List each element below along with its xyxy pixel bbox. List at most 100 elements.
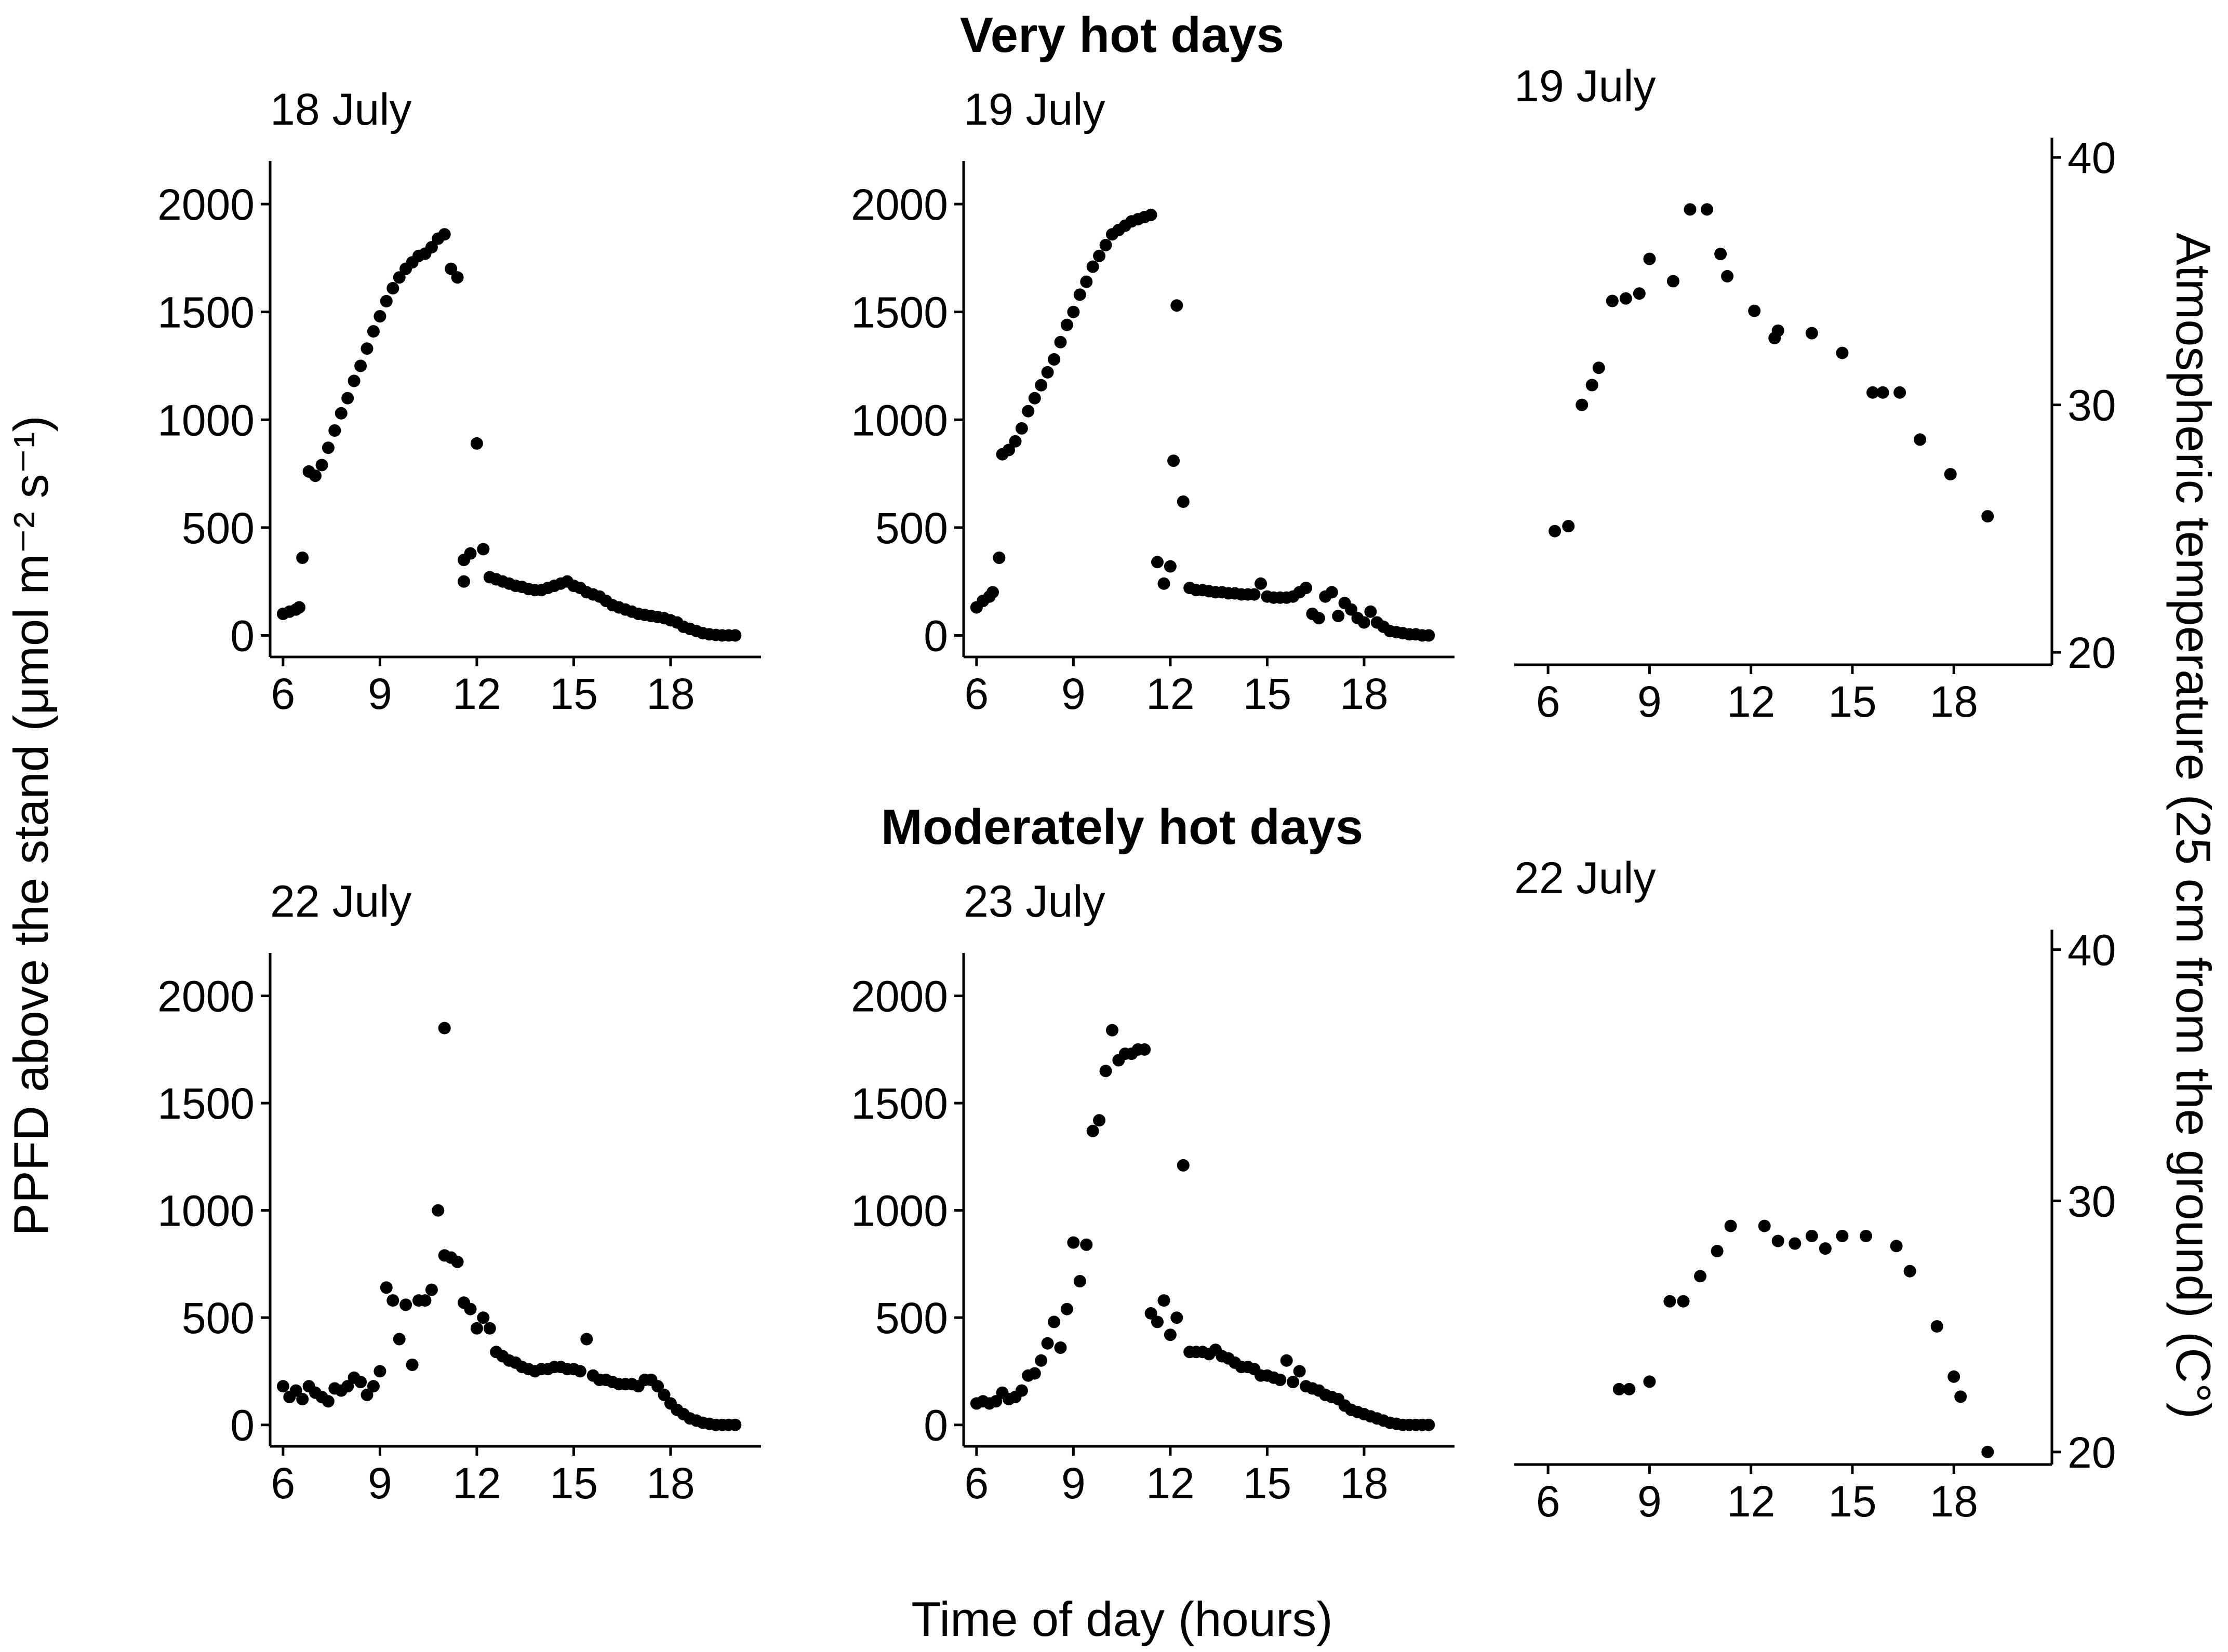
- panel-3: 19 July 6 9 12 15 18 20 30 40: [1514, 61, 2116, 726]
- data-point: [1876, 386, 1889, 399]
- data-point: [1157, 1294, 1170, 1307]
- data-point: [309, 469, 322, 482]
- x-tick-label: 18: [1340, 669, 1388, 718]
- data-point: [1099, 1065, 1112, 1078]
- data-point: [1721, 270, 1734, 283]
- data-point: [328, 424, 341, 437]
- y-tick-label: 500: [875, 1294, 948, 1342]
- data-point: [341, 1380, 354, 1393]
- data-point: [1364, 605, 1377, 618]
- x-tick-label: 6: [965, 669, 989, 718]
- data-point: [1028, 1367, 1041, 1380]
- data-point: [1422, 629, 1435, 642]
- x-tick-label: 6: [1536, 677, 1560, 726]
- data-point: [354, 1376, 367, 1389]
- x-tick-label: 9: [1061, 669, 1086, 718]
- panel-5: 23 July 6 9 12 15 18 0 500 1000 1500 2000: [851, 877, 1455, 1508]
- data-point: [296, 1393, 309, 1406]
- data-point: [1325, 586, 1338, 599]
- data-point: [296, 552, 309, 564]
- x-tick-label: 12: [452, 669, 501, 718]
- panel-title: 23 July: [964, 877, 1105, 926]
- data-point: [438, 1022, 451, 1035]
- data-point: [1170, 299, 1183, 312]
- y-tick-label: 1000: [157, 1187, 255, 1235]
- y-tick-label: 1000: [851, 396, 948, 445]
- data-point: [1144, 208, 1157, 221]
- data-point: [406, 1359, 419, 1371]
- data-point: [1157, 577, 1170, 590]
- data-point: [1585, 379, 1598, 392]
- data-point: [1677, 1295, 1690, 1308]
- x-tick-label: 18: [646, 1459, 695, 1508]
- x-tick-label: 9: [1637, 1477, 1662, 1526]
- data-point: [289, 1384, 302, 1397]
- data-point: [1981, 1445, 1994, 1458]
- panel-4: 22 July 6 9 12 15 18 0 500 1000 1500 2000: [157, 877, 761, 1508]
- x-tick-label: 12: [1727, 677, 1775, 726]
- y-tick-label: 1000: [851, 1187, 948, 1235]
- data-point: [1619, 292, 1632, 305]
- data-point: [1274, 1374, 1287, 1386]
- y-tick-label: 30: [2067, 381, 2116, 430]
- data-point: [1009, 435, 1022, 448]
- data-point: [1015, 422, 1028, 435]
- y-tick-label: 1500: [851, 288, 948, 337]
- y-tick-label: 2000: [851, 180, 948, 229]
- data-point: [451, 1255, 464, 1268]
- y-tick-label: 40: [2067, 926, 2116, 975]
- y-tick-label: 2000: [157, 180, 255, 229]
- data-point: [276, 1380, 289, 1393]
- data-point: [1287, 1376, 1300, 1389]
- data-point: [1048, 353, 1061, 366]
- data-point: [361, 342, 373, 355]
- data-point: [1312, 612, 1325, 625]
- data-point: [399, 1298, 412, 1311]
- data-point: [658, 1388, 671, 1401]
- data-point: [1771, 1234, 1784, 1247]
- data-point: [367, 325, 380, 338]
- data-point: [1035, 1354, 1048, 1367]
- data-point: [341, 392, 354, 405]
- x-tick-label: 18: [1930, 1477, 1978, 1526]
- y-tick-label: 40: [2067, 133, 2116, 182]
- data-point: [322, 441, 335, 454]
- data-point: [1028, 392, 1041, 405]
- data-point: [1255, 577, 1267, 590]
- data-point: [1866, 386, 1879, 399]
- data-point: [470, 437, 483, 450]
- data-point: [1930, 1320, 1943, 1333]
- data-point: [651, 1380, 664, 1393]
- data-point: [1819, 1242, 1832, 1255]
- data-point: [1748, 304, 1761, 317]
- panel-title: 22 July: [1514, 853, 1656, 903]
- x-tick-label: 6: [271, 1459, 296, 1508]
- data-point: [1293, 1365, 1306, 1378]
- x-tick-label: 9: [1061, 1459, 1086, 1508]
- data-point: [1663, 1295, 1676, 1308]
- x-tick-label: 6: [965, 1459, 989, 1508]
- data-point: [1893, 386, 1906, 399]
- data-point: [322, 1395, 335, 1408]
- data-point: [483, 1322, 496, 1335]
- data-point: [1280, 1354, 1293, 1367]
- data-point: [1606, 294, 1619, 307]
- data-point: [1177, 495, 1190, 508]
- x-tick-label: 9: [1637, 677, 1662, 726]
- x-tick-label: 15: [1243, 669, 1291, 718]
- data-point: [1067, 1236, 1080, 1249]
- data-point: [1576, 398, 1589, 411]
- x-axis-label: Time of day (hours): [911, 1592, 1332, 1646]
- data-point: [432, 1204, 445, 1217]
- y-tick-label: 1000: [157, 396, 255, 445]
- data-point: [1332, 610, 1345, 623]
- data-point: [1643, 1375, 1656, 1388]
- data-point: [451, 271, 464, 284]
- data-point: [1947, 1370, 1960, 1383]
- data-point: [1177, 1159, 1190, 1172]
- section-title-moderately-hot: Moderately hot days: [881, 799, 1363, 855]
- y-tick-label: 500: [182, 504, 255, 553]
- panel-1: 18 July 6 9 12 15 18 0 500 1000 1500 2000: [157, 85, 761, 718]
- data-point: [1080, 1238, 1093, 1251]
